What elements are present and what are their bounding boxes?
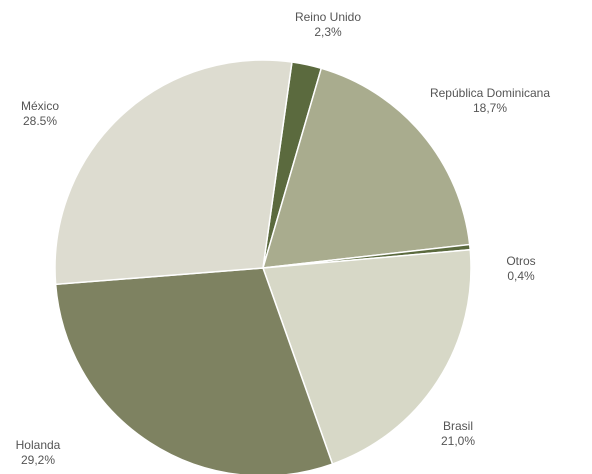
pie-slice (54, 267, 334, 474)
pie-slice (261, 67, 471, 269)
slice-value: 18,7% (473, 101, 507, 115)
slice-value: 0,4% (507, 269, 535, 283)
slice-value: 28.5% (23, 114, 57, 128)
slice-value: 29,2% (21, 453, 55, 467)
slice-label: Reino Unido (295, 10, 361, 24)
slice-value: 21,0% (441, 434, 475, 448)
slice-value: 2,3% (314, 25, 342, 39)
slice-label: México (21, 99, 59, 113)
slice-label: Holanda (16, 438, 61, 452)
pie-slice (54, 59, 293, 286)
slice-label: Otros (506, 254, 535, 268)
pie-slice (261, 248, 472, 466)
slice-label: Brasil (443, 419, 473, 433)
slice-label: República Dominicana (430, 86, 550, 100)
